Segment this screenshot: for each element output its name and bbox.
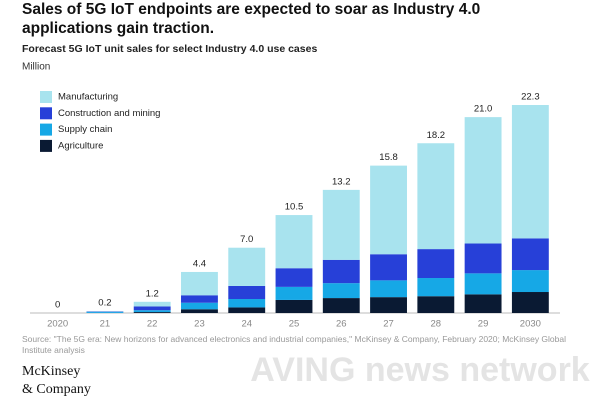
total-label: 0.2 [98,298,111,309]
bar-segment [511,270,549,293]
bar-segment [275,299,313,313]
subtitle: Forecast 5G IoT unit sales for select In… [22,43,317,55]
unit: Million [22,62,50,73]
total-label: 21.0 [474,104,493,115]
total-label: 4.4 [193,258,206,269]
bar-segment [228,307,266,313]
watermark: AVING news network [250,351,590,389]
total-label: 1.2 [146,288,159,299]
bar-segment [133,306,171,311]
bar-segment [181,309,218,313]
bar-segment [370,297,407,313]
bar-segment [228,299,266,308]
legend-swatch [40,107,52,120]
legend-label: Construction and mining [58,108,160,119]
bar-segment [181,302,218,310]
logo: & Company [22,382,91,397]
legend-swatch [40,123,52,136]
x-tick-label: 29 [478,319,489,330]
logo: McKinsey [22,364,80,379]
bar-segment [133,301,171,307]
x-tick-label: 25 [289,319,300,330]
bar-segment [370,254,407,281]
bar-segment [511,238,549,271]
legend-swatch [40,139,52,152]
bar-segment [370,165,407,255]
bar-segment [417,143,455,250]
total-label: 10.5 [285,202,304,213]
bar-segment [322,283,360,299]
x-tick-label: 22 [147,319,158,330]
bar-segment [322,298,360,313]
bar-segment [322,259,360,284]
bar-segment [133,312,171,313]
bar-segment [464,273,502,295]
total-label: 15.8 [379,152,398,163]
x-tick-label: 2030 [520,319,541,330]
x-tick-label: 24 [241,319,252,330]
legend-swatch [40,91,52,103]
legend-label: Manufacturing [58,92,118,103]
bar-segment [275,286,313,300]
bar-segment [417,296,455,313]
bar-segment [464,243,502,274]
bar-segment [228,247,266,286]
bar-segment [322,189,360,260]
x-tick-label: 27 [383,319,394,330]
bar-segment [464,294,502,313]
chart-title: Sales of 5G IoT endpoints are expected t… [22,1,481,37]
total-label: 0 [55,300,60,311]
bar-segment [511,105,549,239]
source: Source: "The 5G era: New horizons for ad… [22,334,566,355]
bar-segment [511,292,549,313]
bar-segment [181,295,218,303]
bar-segment [133,310,171,313]
legend-label: Supply chain [58,124,112,135]
bar-segment [417,249,455,279]
x-tick-label: 28 [431,319,442,330]
legend-label: Agriculture [58,140,103,151]
bar-segment [370,280,407,298]
total-label: 13.2 [332,176,351,187]
bar-segment [86,312,124,313]
total-label: 18.2 [427,130,446,141]
total-label: 22.3 [521,92,540,103]
x-tick-label: 26 [336,319,347,330]
bar-segment [275,215,313,269]
x-tick-label: 23 [194,319,205,330]
bar-segment [275,268,313,287]
x-tick-label: 2020 [47,319,68,330]
bar-segment [417,278,455,297]
bar-segment [464,117,502,244]
x-tick-label: 21 [100,319,111,330]
bar-segment [228,285,266,300]
total-label: 7.0 [240,234,253,245]
bar-segment [181,271,218,296]
